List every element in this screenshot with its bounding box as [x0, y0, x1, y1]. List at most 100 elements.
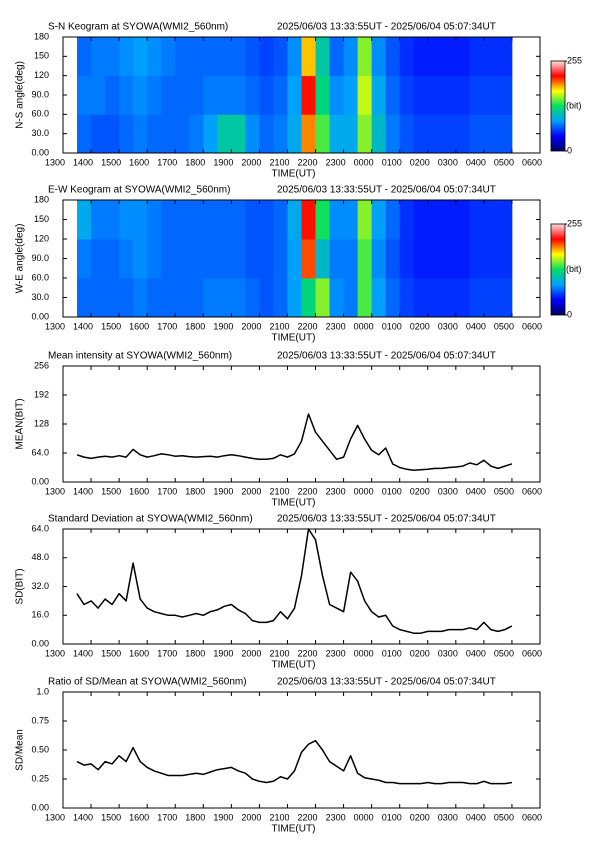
y-tick-label: 90.0 [31, 253, 49, 263]
heatmap-cell [287, 200, 302, 240]
chart-subtitle: 2025/06/03 13:33:55UT - 2025/06/04 05:07… [277, 22, 496, 33]
colorbar [550, 223, 566, 316]
x-tick-label: 2100 [269, 321, 289, 331]
heatmap-cell [105, 278, 120, 318]
heatmap-cell [497, 114, 513, 154]
x-axis-label: TIME(UT) [272, 169, 316, 180]
x-tick-label: 1800 [185, 648, 205, 658]
x-tick-label: 0500 [494, 157, 514, 167]
x-tick-label: 0300 [438, 648, 458, 658]
heatmap-cell [469, 239, 485, 279]
heatmap-cell [161, 114, 176, 154]
heatmap-cell [273, 200, 288, 240]
x-tick-label: 1600 [129, 486, 149, 496]
heatmap-cell [441, 278, 457, 318]
heatmap-cell [483, 114, 499, 154]
x-tick-label: 1500 [101, 812, 121, 822]
x-tick-label: 1700 [157, 157, 177, 167]
y-tick-label: 0.00 [31, 147, 49, 157]
heatmap-cell [455, 114, 471, 154]
heatmap-cell [273, 114, 288, 154]
heatmap-cell [133, 75, 148, 115]
x-tick-label: 0000 [354, 486, 374, 496]
heatmap-cell [441, 239, 457, 279]
x-tick-label: 1700 [157, 648, 177, 658]
chart-title: Ratio of SD/Mean at SYOWA(WMI2_560nm) [48, 677, 247, 688]
x-tick-label: 2300 [326, 648, 346, 658]
heatmap-cell [315, 200, 330, 240]
y-tick-label: 0.00 [31, 311, 49, 321]
heatmap-cell [273, 37, 288, 77]
heatmap-cell [133, 200, 148, 240]
heatmap-cell [175, 114, 190, 154]
heatmap-cell [315, 278, 330, 318]
y-axis-label: SD/Mean [15, 729, 26, 771]
y-tick-label: 120 [34, 233, 49, 243]
heatmap-cell [287, 75, 302, 115]
heatmap-cell [259, 37, 274, 77]
heatmap-cell [371, 114, 387, 154]
y-tick-label: 192 [34, 389, 49, 399]
heatmap-cell [133, 114, 148, 154]
heatmap-cell [371, 200, 387, 240]
heatmap-cell [427, 37, 443, 77]
x-axis-label: TIME(UT) [272, 333, 316, 344]
y-tick-label: 256 [34, 360, 49, 370]
chart-title: E-W Keogram at SYOWA(WMI2_560nm) [48, 185, 230, 196]
heatmap-cell [91, 239, 106, 279]
y-tick-label: 0.00 [31, 802, 49, 812]
data-line [76, 739, 513, 785]
heatmap-cell [301, 75, 316, 115]
heatmap-cell [399, 37, 415, 77]
y-tick-label: 180 [34, 31, 49, 41]
heatmap-cell [77, 114, 92, 154]
heatmap-cell [231, 114, 246, 154]
chart-subtitle: 2025/06/03 13:33:55UT - 2025/06/04 05:07… [277, 514, 496, 525]
heatmap-cell [147, 37, 162, 77]
heatmap-cell [273, 75, 288, 115]
heatmap-cell [203, 37, 218, 77]
x-tick-label: 1800 [185, 157, 205, 167]
x-tick-label: 2200 [298, 157, 318, 167]
y-tick-label: 60.0 [31, 272, 49, 282]
heatmap-cell [91, 200, 106, 240]
x-tick-label: 1900 [213, 321, 233, 331]
heatmap-cell [385, 239, 401, 279]
x-tick-label: 0600 [522, 812, 542, 822]
chart-subtitle: 2025/06/03 13:33:55UT - 2025/06/04 05:07… [277, 185, 496, 196]
heatmap-cell [483, 278, 499, 318]
x-tick-label: 2000 [241, 648, 261, 658]
heatmap-cell [161, 200, 176, 240]
x-tick-label: 2000 [241, 486, 261, 496]
x-tick-label: 0100 [382, 486, 402, 496]
heatmap-cell [357, 37, 373, 77]
heatmap-cell [469, 200, 485, 240]
heatmap-cell [371, 278, 387, 318]
heatmap-cell [455, 278, 471, 318]
heatmap-cell [161, 37, 176, 77]
heatmap-cell [287, 278, 302, 318]
heatmap-cell [217, 200, 232, 240]
y-axis-label: W-E angle(deg) [15, 224, 26, 294]
x-tick-label: 0200 [410, 486, 430, 496]
y-tick-label: 30.0 [31, 128, 49, 138]
x-tick-label: 1400 [73, 321, 93, 331]
heatmap-cell [231, 37, 246, 77]
heatmap-cell [259, 114, 274, 154]
heatmap-cell [413, 75, 429, 115]
x-tick-label: 0600 [522, 321, 542, 331]
heatmap-cell [357, 239, 373, 279]
heatmap-cell [399, 114, 415, 154]
x-tick-label: 0300 [438, 812, 458, 822]
heatmap-cell [217, 114, 232, 154]
heatmap-cell [357, 200, 373, 240]
heatmap-cell [427, 239, 443, 279]
x-tick-label: 0400 [466, 812, 486, 822]
heatmap-cell [497, 75, 513, 115]
heatmap-cell [497, 200, 513, 240]
y-tick-label: 90.0 [31, 89, 49, 99]
x-tick-label: 0100 [382, 648, 402, 658]
x-tick-label: 1300 [45, 321, 65, 331]
x-tick-label: 1300 [45, 157, 65, 167]
y-tick-label: 150 [34, 214, 49, 224]
